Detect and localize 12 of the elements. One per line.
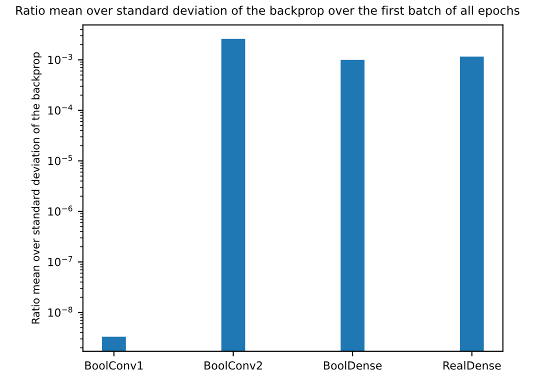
x-tick-label: BoolConv2 <box>204 361 262 370</box>
y-tick-label: 10$^{−3}$ <box>48 54 72 64</box>
x-tick-label: RealDense <box>443 361 501 370</box>
x-tick-label: BoolConv1 <box>85 361 143 370</box>
y-axis-title: Ratio mean over standard deviation of the backprop <box>31 52 42 324</box>
y-tick-label: 10$^{−7}$ <box>48 256 72 266</box>
y-tick-label: 10$^{−8}$ <box>48 306 72 317</box>
y-tick-label: 10$^{−4}$ <box>48 104 72 115</box>
y-tick-label: 10$^{−5}$ <box>48 155 72 166</box>
x-tick-label: BoolDense <box>324 361 382 370</box>
y-tick-label: 10$^{−6}$ <box>48 206 72 216</box>
chart-title: Ratio mean over standard deviation of the backprop over the first batch of all epochs <box>16 6 520 18</box>
